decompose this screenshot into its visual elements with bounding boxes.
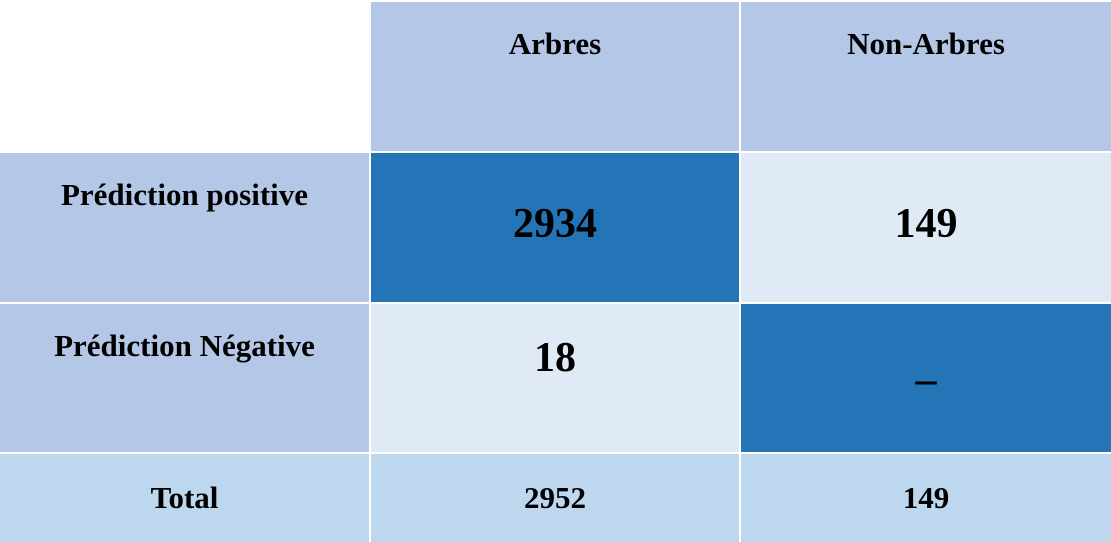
cell: 2934 [371,153,739,302]
total-cell: 149 [741,454,1111,542]
cell-value: – [915,357,937,403]
total-label: Total [0,454,369,542]
row-label-text: Prédiction positive [60,177,309,212]
header-text: Arbres [508,26,602,61]
column-header: Non-Arbres [741,2,1111,151]
header-text: Non-Arbres [847,26,1005,61]
total-cell: 2952 [371,454,739,542]
row-label: Prédiction Négative [0,304,369,452]
cell-value: 149 [894,200,958,247]
row-label: Prédiction positive [0,153,369,302]
cell: – [741,304,1111,452]
column-header: Arbres [371,2,739,151]
total-value: 2952 [524,480,586,515]
total-label-text: Total [150,480,219,515]
cell-value: 18 [534,335,576,381]
total-value: 149 [902,480,950,515]
row-label-text: Prédiction Négative [54,328,315,363]
cell: 149 [741,153,1111,302]
cell-value: 2934 [513,200,597,247]
cell: 18 [371,304,739,452]
